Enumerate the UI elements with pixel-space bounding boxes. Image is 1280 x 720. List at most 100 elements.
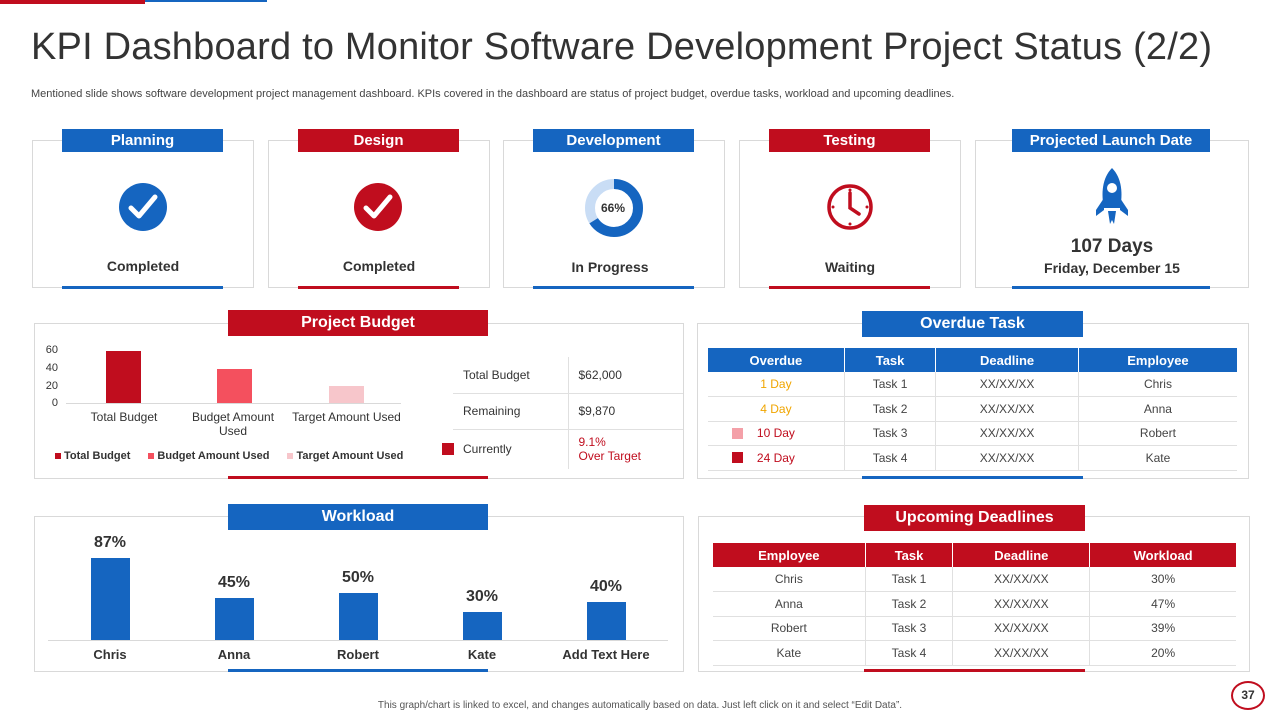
overdue-days: 10 Day [756,426,795,441]
donut-progress-icon: 66% [585,179,643,237]
task-cell: Task 4 [865,640,954,666]
kpi-underline [769,286,930,289]
overdue-days-cell: 24 Day [708,445,845,471]
column-header: Deadline [935,348,1079,372]
budget-row-value: 9.1% Over Target [567,429,683,469]
workload-value-label: 40% [589,578,623,596]
check-circle-icon [119,183,167,231]
employee-cell: Kate [713,640,866,666]
page-subtitle: Mentioned slide shows software developme… [31,88,955,100]
deadlines-header: Upcoming Deadlines [864,505,1085,531]
deadline-cell: XX/XX/XX [935,421,1079,446]
task-cell: Task 3 [865,616,954,641]
overdue-days: 4 Day [708,396,845,422]
workload-bar [462,611,502,640]
kpi-card-testing [739,140,961,288]
table-row: Chris Task 1 XX/XX/XX 30% [713,567,1236,592]
kpi-header-testing: Testing [769,129,930,152]
kpi-header-development: Development [533,129,694,152]
kpi-status-development: In Progress [571,259,649,275]
column-header: Overdue [708,348,845,372]
deadline-cell: XX/XX/XX [935,445,1079,471]
rocket-icon [1096,168,1128,224]
deadline-cell: XX/XX/XX [952,640,1091,666]
over-target-percent: 9.1% [578,435,606,450]
task-cell: Task 4 [844,445,937,471]
page-title: KPI Dashboard to Monitor Software Develo… [31,26,1213,68]
table-header-row: Employee Task Deadline Workload [713,543,1236,567]
check-circle-icon [354,183,402,231]
table-header-row: Overdue Task Deadline Employee [708,348,1237,372]
budget-legend: Total Budget Budget Amount Used Target A… [55,450,403,462]
employee-cell: Anna [1078,396,1237,422]
budget-row-value: $62,000 [567,357,683,394]
deadline-cell: XX/XX/XX [935,372,1079,397]
top-accent-blue [145,0,267,2]
budget-baseline [66,403,401,404]
panel-underline [864,669,1085,672]
employee-cell: Kate [1078,445,1237,471]
budget-row-value: $9,870 [567,393,683,430]
launch-days: 107 Days [1070,236,1154,257]
task-cell: Task 2 [865,591,954,617]
overdue-swatch [732,452,743,463]
legend-label: Target Amount Used [296,450,404,462]
top-accent-red [0,0,145,4]
budget-x-label: Target Amount Used [292,410,401,424]
kpi-status-planning: Completed [106,258,180,274]
workload-x-label: Chris [93,647,127,662]
legend-label: Total Budget [64,450,131,462]
deadline-cell: XX/XX/XX [952,616,1091,641]
budget-bar-used [217,368,252,403]
footer-note: This graph/chart is linked to excel, and… [377,700,903,711]
workload-cell: 39% [1089,616,1236,641]
legend-swatch [55,453,61,459]
deadline-cell: XX/XX/XX [952,591,1091,617]
workload-cell: 30% [1089,567,1236,592]
column-header: Employee [713,543,866,567]
column-header: Employee [1127,352,1189,368]
workload-x-label: Anna [217,647,251,662]
table-row: 1 Day Task 1 XX/XX/XX Chris [708,372,1237,397]
table-row: Remaining $9,870 [453,393,683,430]
kpi-underline [1012,286,1210,289]
table-row: Currently 9.1% Over Target [453,429,683,469]
kpi-underline [533,286,694,289]
budget-row-label: Remaining [453,393,568,430]
over-target-text: Over Target [578,449,641,464]
kpi-status-testing: Waiting [824,259,876,275]
table-row: 10 Day Task 3 XX/XX/XX Robert [708,421,1237,446]
workload-baseline [48,640,668,641]
task-cell: Task 1 [865,567,954,592]
budget-header: Project Budget [228,310,488,336]
table-row: Kate Task 4 XX/XX/XX 20% [713,640,1236,666]
overdue-table: Overdue Task Deadline Employee 1 Day Tas… [708,348,1237,471]
overdue-days: 24 Day [756,450,795,465]
workload-bar [586,602,626,640]
task-cell: Task 1 [844,372,937,397]
panel-underline [228,669,488,672]
budget-row-label: Total Budget [453,357,568,394]
workload-value-label: 87% [93,534,127,552]
task-cell: Task 2 [844,396,937,422]
deadlines-table: Employee Task Deadline Workload Chris Ta… [713,543,1236,666]
workload-bar [90,558,130,640]
workload-header: Workload [228,504,488,530]
panel-underline [862,476,1083,479]
legend-label: Budget Amount Used [157,450,270,462]
workload-value-label: 30% [465,587,499,605]
workload-x-label: Kate [467,647,497,662]
workload-bar [214,597,254,640]
deadline-cell: XX/XX/XX [952,567,1091,592]
table-row: 24 Day Task 4 XX/XX/XX Kate [708,445,1237,471]
budget-row-label: Currently [463,442,512,457]
clock-icon [827,184,873,230]
overdue-swatch [732,427,743,439]
y-tick: 60 [45,344,58,356]
legend-swatch [287,453,294,459]
workload-bar [338,593,378,640]
employee-cell: Chris [713,567,866,592]
donut-progress-label: 66% [601,201,625,215]
table-row: 4 Day Task 2 XX/XX/XX Anna [708,396,1237,422]
kpi-underline [62,286,223,289]
